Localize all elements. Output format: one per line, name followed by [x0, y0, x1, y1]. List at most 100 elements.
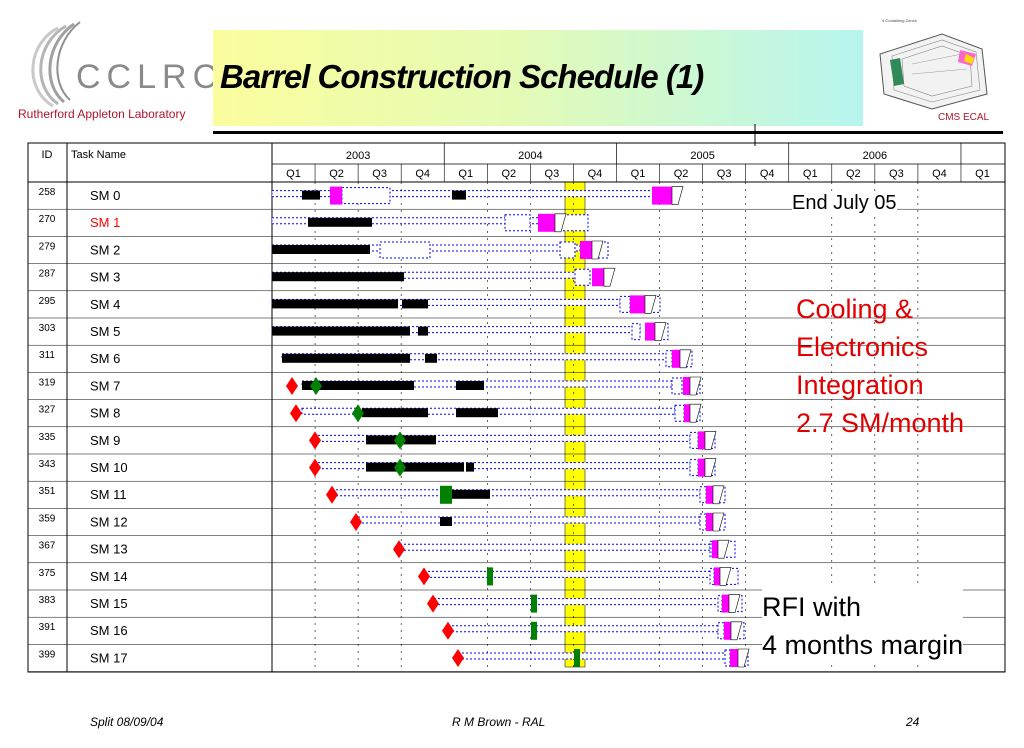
task-bar-done	[272, 245, 370, 254]
row-task-name: SM 8	[90, 406, 120, 421]
annotation-rfi-line: RFI with	[762, 592, 862, 622]
quarter-label: Q2	[674, 168, 689, 180]
task-milestone-block	[698, 458, 705, 477]
table-row: 279 SM 2	[28, 240, 1005, 264]
title-background	[213, 30, 863, 126]
task-bar-planned	[671, 377, 683, 395]
task-bar-planned	[699, 486, 707, 504]
task-bar-done	[302, 190, 320, 200]
quarter-label: Q4	[932, 168, 947, 180]
row-task-name: SM 3	[90, 270, 120, 285]
task-bar-done	[272, 299, 398, 309]
task-milestone-block	[730, 649, 738, 667]
row-task-name: SM 13	[90, 542, 128, 557]
table-row: 319 SM 7	[28, 376, 1005, 400]
task-bar-planned	[674, 404, 685, 422]
task-bar-span	[357, 516, 701, 524]
row-task-name: SM 5	[90, 324, 120, 339]
quarter-label: Q2	[501, 168, 516, 180]
task-milestone-block	[712, 540, 718, 559]
task-milestone-block	[330, 186, 342, 205]
annotation-cooling-line: Electronics	[796, 332, 929, 362]
row-id: 399	[39, 649, 56, 660]
cclrc-logo	[31, 21, 81, 108]
quarter-label: Q4	[588, 168, 603, 180]
row-id: 303	[39, 323, 56, 334]
row-task-name: SM 12	[90, 514, 128, 529]
task-milestone-block	[645, 322, 655, 341]
milestone-diamond-red	[442, 621, 454, 640]
row-task-name: SM 1	[90, 215, 120, 230]
table-row: 399 SM 17	[28, 648, 1005, 672]
milestone-diamond-red	[290, 404, 302, 423]
milestone-diamond-red	[393, 540, 405, 559]
cms-ecal-image: 4 Containing Zones	[879, 18, 988, 110]
footer-date: Split 08/09/04	[90, 715, 164, 729]
milestone-diamond-red	[326, 485, 338, 504]
row-id: 335	[39, 432, 56, 443]
task-milestone-block	[672, 349, 680, 368]
task-bar-planned	[717, 622, 725, 640]
task-bar-span	[457, 652, 729, 660]
table-row: 295 SM 4	[28, 295, 1005, 319]
row-task-name: SM 16	[90, 623, 128, 638]
task-bar-done	[456, 381, 484, 390]
row-task-name: SM 0	[90, 188, 120, 203]
task-bar-done	[452, 190, 466, 200]
task-bar-done	[366, 462, 464, 472]
row-id: 270	[39, 214, 56, 225]
row-task-name: SM 7	[90, 378, 120, 393]
task-bar-done	[282, 353, 410, 363]
task-milestone-block	[706, 513, 713, 531]
row-task-name: SM 15	[90, 596, 128, 611]
table-row: 351 SM 11	[28, 485, 1005, 509]
task-bar-planned	[724, 649, 731, 667]
cms-image-caption: 4 Containing Zones	[882, 18, 917, 23]
row-id: 295	[39, 296, 56, 307]
quarter-label: Q4	[415, 168, 430, 180]
lab-name: Rutherford Appleton Laboratory	[18, 107, 186, 121]
task-bar-span	[271, 217, 561, 225]
task-bar-done	[440, 489, 490, 499]
annotation-rfi-line: 4 months margin	[762, 630, 964, 660]
quarter-label: Q1	[975, 168, 990, 180]
task-green-marker	[574, 649, 580, 667]
milestone-diamond-green	[352, 404, 364, 423]
row-id: 383	[39, 595, 56, 606]
task-endcap	[679, 349, 692, 369]
milestone-diamond-green	[310, 377, 322, 395]
logo-text: CCLRC	[76, 58, 224, 96]
task-endcap	[737, 648, 750, 668]
year-label: 2003	[346, 150, 370, 162]
milestone-diamond-red	[418, 567, 430, 586]
page-title: Barrel Construction Schedule (1)	[220, 58, 704, 95]
task-endcap	[712, 485, 725, 505]
task-bar-planned	[709, 540, 713, 558]
quarter-label: Q3	[545, 168, 560, 180]
task-bar-done	[440, 517, 452, 526]
task-bar-planned	[379, 241, 431, 259]
row-id: 391	[39, 622, 56, 633]
quarter-label: Q2	[846, 168, 861, 180]
task-milestone-block	[538, 213, 555, 232]
row-id: 319	[39, 377, 56, 388]
quarter-label: Q3	[717, 168, 732, 180]
task-endcap	[719, 567, 732, 586]
task-bar-planned	[689, 431, 699, 449]
task-milestone-block	[580, 241, 592, 259]
task-bar-done	[272, 326, 410, 336]
task-bar-planned	[504, 214, 531, 232]
footer-author: R M Brown - RAL	[452, 715, 546, 729]
row-id: 311	[39, 350, 55, 361]
task-bar-planned	[699, 513, 707, 531]
task-endcap	[704, 431, 717, 450]
milestone-diamond-red	[350, 513, 362, 531]
table-row: 311 SM 6	[28, 349, 1005, 373]
task-bar-done	[302, 381, 414, 390]
table-row: 335 SM 9	[28, 431, 1005, 455]
table-row: 327 SM 8	[28, 403, 1005, 428]
task-bar-done	[308, 217, 372, 227]
task-endcap	[603, 267, 616, 287]
row-task-name: SM 2	[90, 242, 120, 257]
year-label: 2005	[690, 150, 714, 162]
